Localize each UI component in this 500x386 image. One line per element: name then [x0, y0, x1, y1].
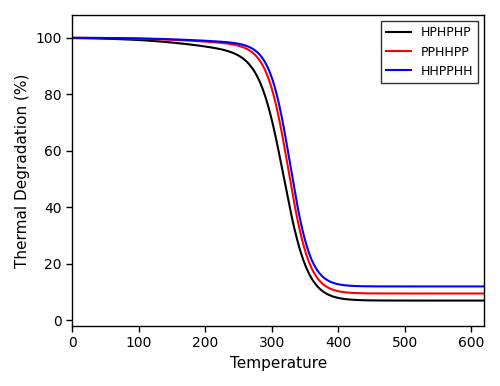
HHPPHH — [116, 36, 122, 41]
PPHHPP — [116, 36, 122, 41]
HPHPHP — [482, 298, 488, 303]
Legend: HPHPHP, PPHHPP, HHPPHH: HPHPHP, PPHHPP, HHPPHH — [380, 21, 478, 83]
PPHHPP — [228, 42, 234, 46]
Line: PPHHPP: PPHHPP — [72, 38, 484, 293]
HHPPHH — [482, 284, 488, 289]
Y-axis label: Thermal Degradation (%): Thermal Degradation (%) — [15, 73, 30, 268]
HHPPHH — [70, 36, 75, 40]
PPHHPP — [141, 36, 147, 41]
HPHPHP — [473, 298, 479, 303]
HHPPHH — [473, 284, 479, 289]
HPHPHP — [70, 36, 75, 41]
HPHPHP — [141, 38, 147, 42]
PPHHPP — [482, 291, 488, 296]
HHPPHH — [245, 44, 251, 49]
HPHPHP — [245, 61, 251, 66]
PPHHPP — [429, 291, 435, 296]
HHPPHH — [228, 40, 234, 45]
Line: HHPPHH: HHPPHH — [72, 38, 484, 286]
X-axis label: Temperature: Temperature — [230, 356, 327, 371]
PPHHPP — [473, 291, 479, 296]
PPHHPP — [70, 36, 75, 40]
Line: HPHPHP: HPHPHP — [72, 38, 484, 301]
HPHPHP — [116, 37, 122, 41]
HPHPHP — [228, 49, 234, 54]
PPHHPP — [245, 47, 251, 52]
HHPPHH — [429, 284, 435, 289]
HHPPHH — [141, 36, 147, 41]
HPHPHP — [429, 298, 435, 303]
